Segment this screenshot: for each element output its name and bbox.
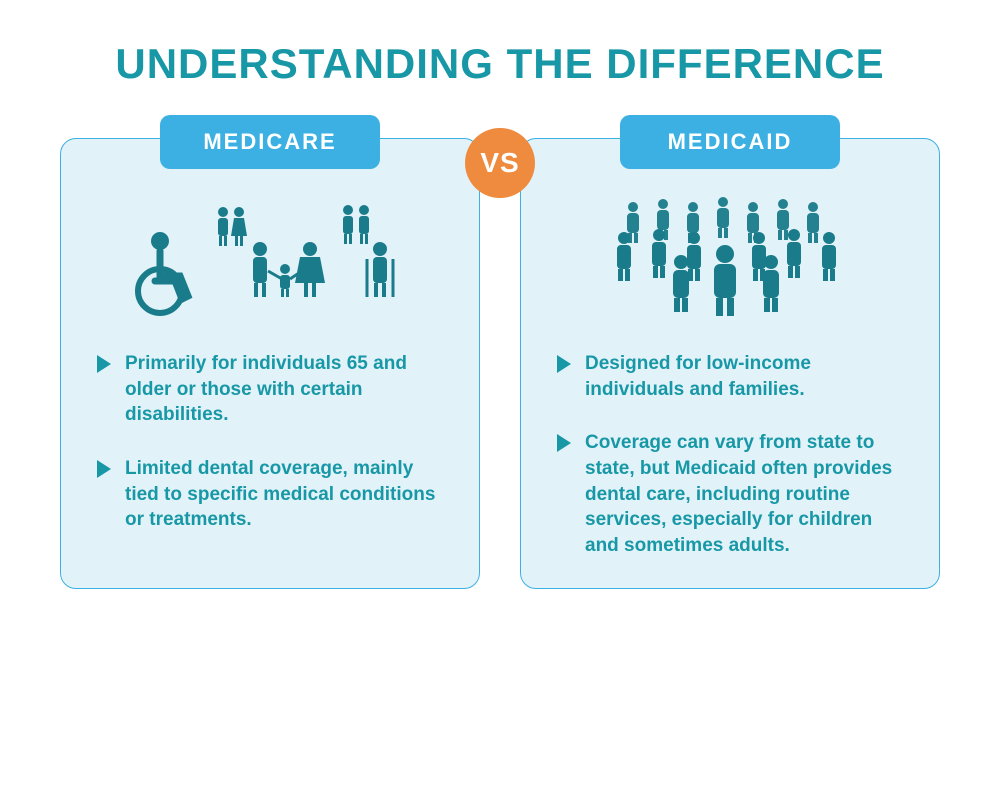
medicaid-bullets: Designed for low-income individuals and … <box>551 351 909 558</box>
triangle-bullet-icon <box>557 355 571 373</box>
bullet-text: Coverage can vary from state to state, b… <box>585 430 909 558</box>
medicare-bullets: Primarily for individuals 65 and older o… <box>91 351 449 533</box>
comparison-row: MEDICARE <box>60 138 940 589</box>
medicare-header: MEDICARE <box>160 115 380 169</box>
medicaid-header: MEDICAID <box>620 115 840 169</box>
medicare-card: MEDICARE <box>60 138 480 589</box>
triangle-bullet-icon <box>97 460 111 478</box>
list-item: Limited dental coverage, mainly tied to … <box>97 456 449 533</box>
list-item: Primarily for individuals 65 and older o… <box>97 351 449 428</box>
triangle-bullet-icon <box>97 355 111 373</box>
crowd-people-icon <box>600 196 860 326</box>
wheelchair-family-icon <box>130 196 410 326</box>
medicaid-card: MEDICAID <box>520 138 940 589</box>
bullet-text: Primarily for individuals 65 and older o… <box>125 351 449 428</box>
list-item: Coverage can vary from state to state, b… <box>557 430 909 558</box>
bullet-text: Limited dental coverage, mainly tied to … <box>125 456 449 533</box>
bullet-text: Designed for low-income individuals and … <box>585 351 909 402</box>
medicaid-icon-area <box>551 191 909 331</box>
triangle-bullet-icon <box>557 434 571 452</box>
list-item: Designed for low-income individuals and … <box>557 351 909 402</box>
medicare-icon-area <box>91 191 449 331</box>
infographic-container: UNDERSTANDING THE DIFFERENCE MEDICARE <box>0 0 1000 800</box>
page-title: UNDERSTANDING THE DIFFERENCE <box>60 40 940 88</box>
vs-badge: VS <box>465 128 535 198</box>
